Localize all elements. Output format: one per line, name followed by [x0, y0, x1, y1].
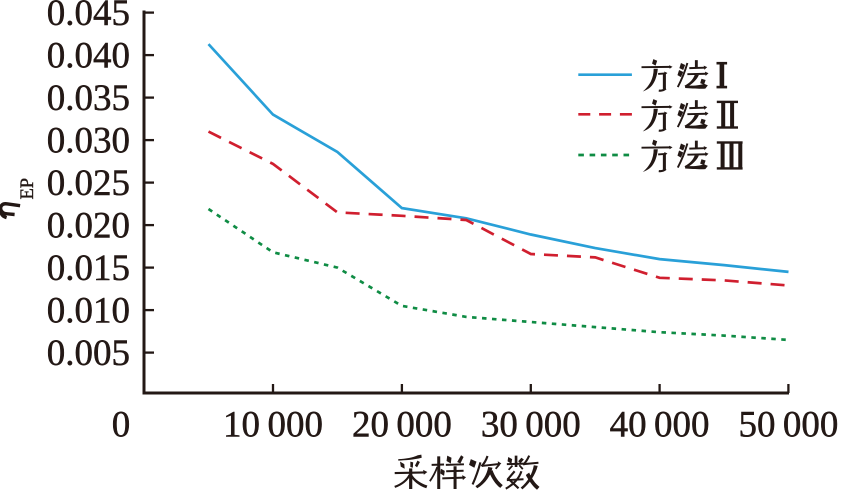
svg-text:0.040: 0.040	[47, 35, 130, 76]
svg-text:40 000: 40 000	[610, 405, 710, 446]
svg-text:50 000: 50 000	[738, 405, 838, 446]
svg-text:0: 0	[112, 405, 131, 446]
svg-text:0.025: 0.025	[47, 163, 130, 204]
svg-text:0.015: 0.015	[47, 248, 130, 289]
svg-text:0.045: 0.045	[47, 0, 130, 34]
svg-text:0.020: 0.020	[47, 205, 130, 246]
svg-text:10 000: 10 000	[223, 405, 323, 446]
svg-text:0.035: 0.035	[47, 78, 130, 119]
svg-text:20 000: 20 000	[352, 405, 452, 446]
svg-text:0.005: 0.005	[47, 333, 130, 374]
svg-text:EP: EP	[18, 178, 38, 200]
svg-text:0.030: 0.030	[47, 120, 130, 161]
svg-text:30 000: 30 000	[481, 405, 581, 446]
svg-text:0.010: 0.010	[47, 290, 130, 331]
